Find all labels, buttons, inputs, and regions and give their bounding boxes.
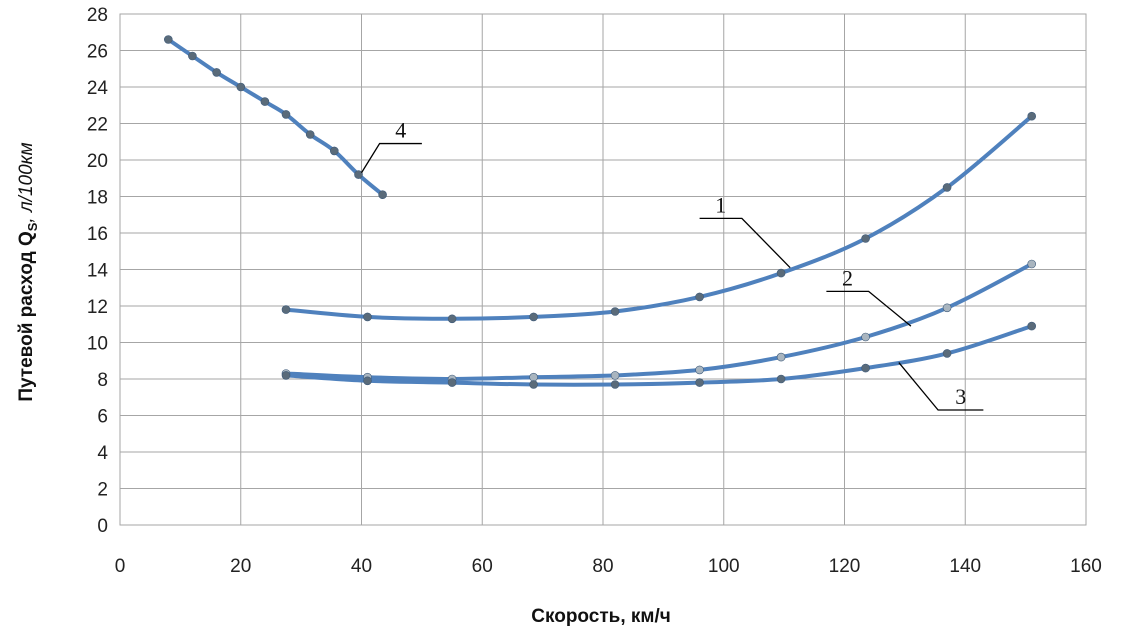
- y-tick-label: 12: [87, 297, 108, 318]
- series-1-line: [284, 114, 1034, 321]
- series-2-point: [861, 332, 870, 342]
- y-axis-title-main: Путевой расход Q: [16, 231, 37, 401]
- y-tick-label: 18: [87, 188, 108, 209]
- series-2-point: [1027, 259, 1036, 269]
- series-4-point: [354, 170, 363, 179]
- series-1-point: [861, 234, 870, 243]
- series-2-point: [610, 371, 620, 380]
- series-3-point: [610, 380, 620, 389]
- y-tick-label: 26: [87, 42, 108, 63]
- plot-area: [119, 13, 1087, 526]
- series-2-line: [284, 262, 1034, 381]
- series-2-point: [529, 372, 538, 382]
- curve-label-text-3: 3: [955, 384, 966, 409]
- series-4-point: [212, 68, 221, 77]
- x-axis-title: Скорость, км/ч: [531, 606, 671, 627]
- series-3-point: [529, 380, 538, 389]
- y-tick-label: 14: [87, 261, 109, 282]
- y-tick-label: 6: [97, 407, 108, 428]
- y-tick-label: 0: [97, 516, 108, 537]
- series-3-point: [447, 378, 457, 387]
- y-tick-label: 22: [87, 115, 108, 136]
- series-1: [281, 111, 1036, 324]
- y-tick-label: 10: [87, 334, 108, 355]
- series-1-point: [776, 268, 786, 278]
- x-tick-label: 0: [115, 556, 126, 577]
- y-tick-label: 2: [97, 480, 108, 501]
- series-3-point: [363, 376, 372, 386]
- series-4-point: [260, 97, 270, 106]
- leader-line-1: [699, 217, 791, 269]
- curve-label-2: 2: [826, 265, 912, 327]
- series-1-point: [942, 183, 952, 192]
- series-1-point: [1027, 111, 1036, 121]
- series-2: [281, 259, 1036, 384]
- series-4-point: [236, 82, 246, 92]
- y-tick-label: 24: [87, 78, 109, 99]
- leader-line-2: [826, 290, 912, 327]
- y-axis-title: Путевой расход QS, л/100км: [16, 142, 40, 401]
- x-tick-label: 60: [472, 556, 493, 577]
- series-3-point: [695, 378, 704, 387]
- series-1-point: [363, 312, 372, 322]
- y-tick-label: 16: [87, 224, 108, 245]
- series-3-point: [942, 349, 952, 358]
- x-tick-label: 120: [829, 556, 861, 577]
- curve-annotations: 1 2 3 4: [360, 118, 984, 411]
- series-4-point: [378, 190, 387, 199]
- y-tick-label: 4: [97, 443, 108, 464]
- curve-label-text-2: 2: [842, 265, 853, 290]
- curve-label-text-4: 4: [395, 118, 406, 143]
- curve-label-4: 4: [360, 118, 422, 174]
- series-3-point: [776, 374, 786, 384]
- series-3-point: [861, 363, 870, 373]
- series-4-point: [281, 110, 291, 119]
- x-tick-label: 140: [949, 556, 981, 577]
- grid: [119, 13, 1087, 526]
- x-tick-label: 20: [230, 556, 251, 577]
- series-3: [281, 321, 1036, 389]
- series-2-point: [695, 365, 704, 375]
- leader-line-3: [898, 362, 984, 411]
- series-2-point: [776, 352, 786, 362]
- y-tick-label: 28: [87, 5, 108, 26]
- leader-line-4: [360, 142, 422, 174]
- x-tick-label: 100: [708, 556, 740, 577]
- series-3-point: [281, 371, 291, 380]
- x-tick-labels: 0 20 40 60 80 100 120 140 160: [115, 556, 1102, 577]
- x-tick-label: 80: [592, 556, 613, 577]
- series-1-point: [281, 305, 291, 314]
- series-1-point: [447, 314, 457, 324]
- series-4-point: [188, 51, 197, 61]
- x-tick-label: 40: [351, 556, 372, 577]
- series-layer: [164, 35, 1036, 389]
- series-3-line: [284, 324, 1034, 387]
- y-tick-label: 8: [97, 370, 108, 391]
- series-1-point: [610, 307, 620, 316]
- series-4: [164, 35, 387, 199]
- series-2-point: [942, 303, 952, 313]
- y-axis-title-subscript: S: [25, 222, 40, 231]
- curve-label-text-1: 1: [715, 192, 726, 217]
- series-1-point: [695, 292, 704, 302]
- series-4-point: [329, 146, 339, 156]
- curve-label-3: 3: [898, 362, 984, 411]
- y-tick-label: 20: [87, 151, 108, 172]
- series-1-point: [529, 312, 538, 322]
- series-4-line: [166, 37, 385, 197]
- curve-label-1: 1: [699, 192, 791, 269]
- y-axis-title-unit: , л/100км: [16, 142, 37, 222]
- x-tick-label: 160: [1070, 556, 1102, 577]
- series-4-point: [164, 35, 173, 44]
- series-4-point: [305, 130, 315, 139]
- series-3-point: [1027, 321, 1036, 331]
